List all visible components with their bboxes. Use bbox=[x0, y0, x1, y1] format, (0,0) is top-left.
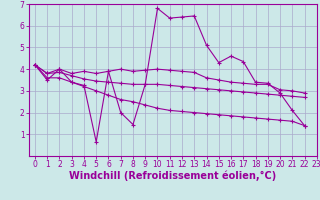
X-axis label: Windchill (Refroidissement éolien,°C): Windchill (Refroidissement éolien,°C) bbox=[69, 171, 276, 181]
